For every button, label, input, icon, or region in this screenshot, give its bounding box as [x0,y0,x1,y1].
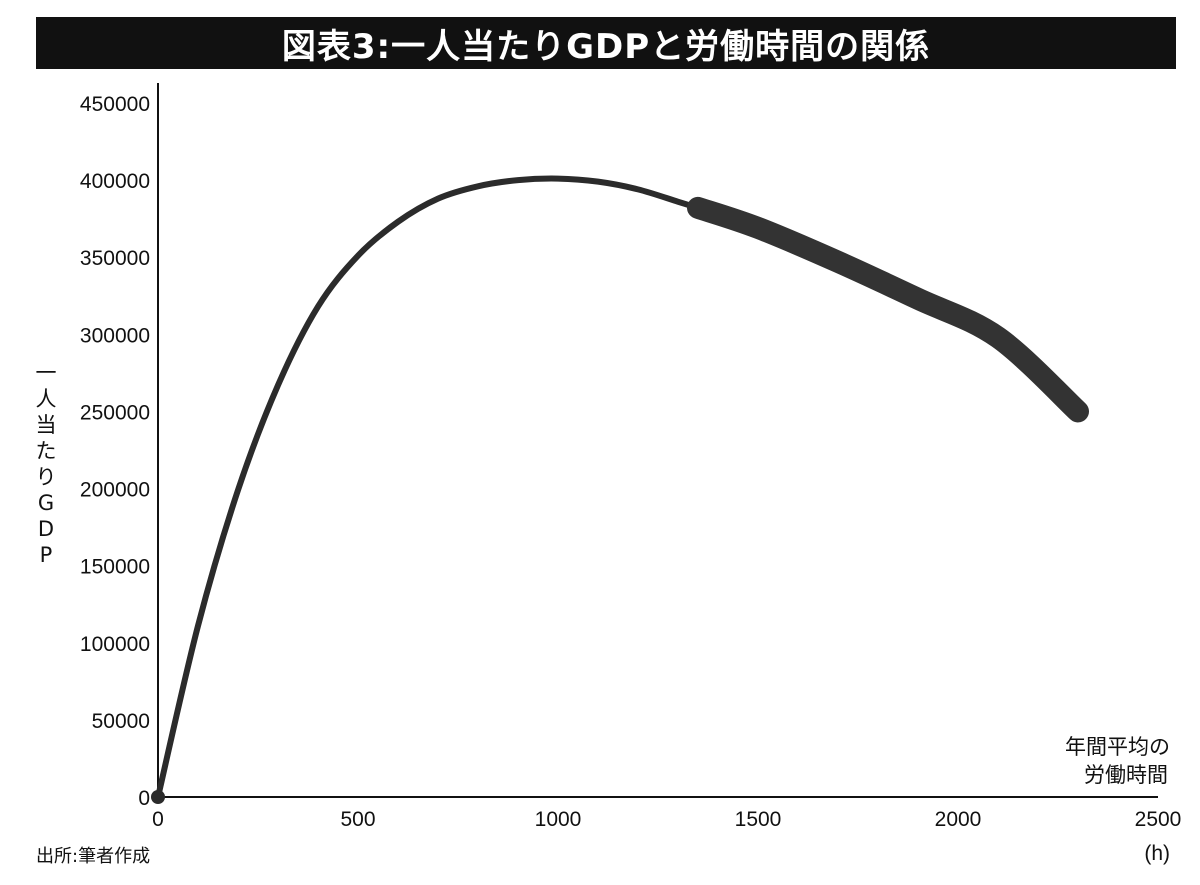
y-axis-title-char: 一 [36,361,57,385]
x-tick-label: 1000 [535,808,582,831]
x-tick-label: 500 [340,808,375,831]
y-tick-label: 250000 [80,401,150,424]
x-axis-title-line2: 労働時間 [1084,763,1168,787]
series-line-thin [155,175,701,800]
x-tick-label: 2000 [935,808,982,831]
series-layer [151,175,1089,804]
y-axis-title-char: 人 [36,387,57,411]
series-line-thick [687,196,1089,423]
axes [157,83,1158,798]
y-axis-title: 一人当たりGDP [36,361,57,567]
y-tick-label: 0 [138,787,150,810]
x-tick-label: 0 [152,808,164,831]
y-tick-label: 350000 [80,247,150,270]
y-axis-title-char: D [38,517,54,541]
y-axis-title-char: り [36,465,57,489]
y-axis-title-char: P [40,543,53,567]
y-tick-label: 300000 [80,324,150,347]
y-axis-title-char: 当 [36,413,57,437]
origin-point [151,790,165,804]
y-axis-title-char: た [36,439,57,463]
y-tick-labels: 0 50000 100000 150000 200000 250000 300000 3500… [80,93,150,810]
x-tick-labels: 0 500 1000 1500 2000 2500 [152,808,1181,831]
chart-title: 図表3:一人当たりGDPと労働時間の関係 [36,17,1176,69]
y-tick-label: 50000 [92,710,150,733]
y-tick-label: 150000 [80,556,150,579]
x-tick-label: 1500 [735,808,782,831]
source-note: 出所:筆者作成 [36,846,151,867]
y-tick-label: 450000 [80,93,150,116]
y-axis-title-char: G [38,491,54,515]
x-axis-unit: (h) [1144,842,1170,865]
y-tick-label: 200000 [80,479,150,502]
y-tick-label: 400000 [80,170,150,193]
y-tick-label: 100000 [80,633,150,656]
x-axis-title-line1: 年間平均の [1065,735,1170,759]
x-tick-label: 2500 [1135,808,1182,831]
